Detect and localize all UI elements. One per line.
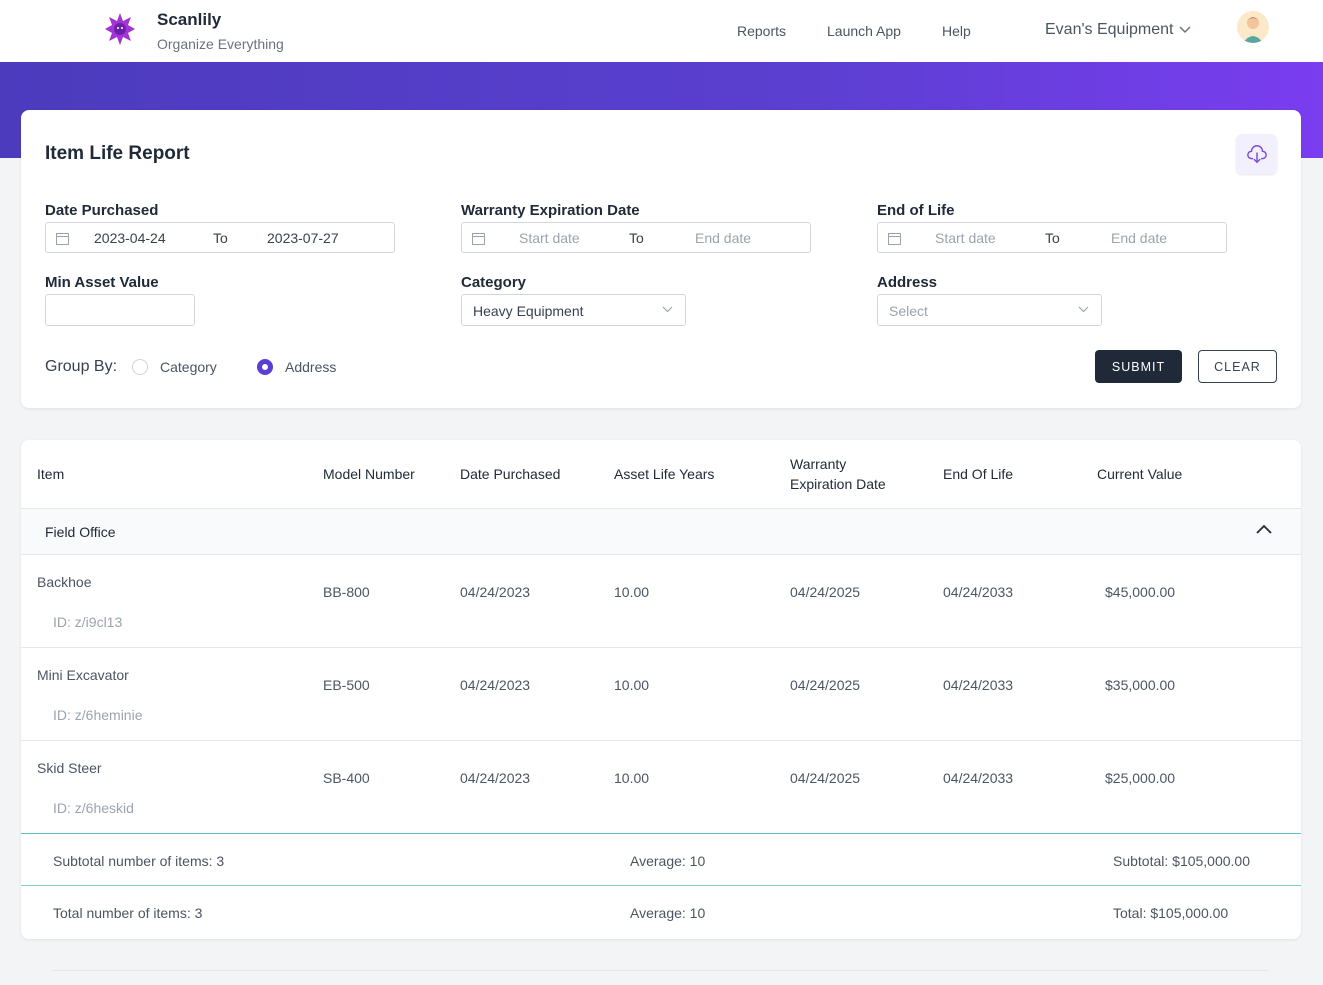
- scanlily-logo-icon[interactable]: [104, 12, 136, 46]
- warranty-date: 04/24/2025: [790, 584, 861, 600]
- brand-name[interactable]: Scanlily: [157, 10, 222, 29]
- user-avatar[interactable]: [1237, 11, 1269, 43]
- calendar-icon: [56, 233, 69, 245]
- warranty-end[interactable]: End date: [695, 230, 752, 246]
- column-header-current-value: Current Value: [1097, 466, 1183, 482]
- page-title: Item Life Report: [45, 143, 190, 164]
- org-selector[interactable]: Evan's Equipment: [1045, 21, 1191, 39]
- date-purchased-label: Date Purchased: [45, 202, 159, 219]
- top-navbar: Scanlily Organize Everything Reports Lau…: [0, 0, 1323, 62]
- warranty-date: 04/24/2025: [790, 677, 861, 693]
- category-label: Category: [461, 274, 527, 291]
- group-by-address-radio[interactable]: [257, 359, 273, 375]
- end-of-life-label: End of Life: [877, 202, 955, 219]
- submit-button[interactable]: SUBMIT: [1095, 350, 1182, 383]
- end-of-life-date: 04/24/2033: [943, 584, 1014, 600]
- warranty-label: Warranty Expiration Date: [461, 202, 640, 219]
- group-by-category-radio[interactable]: [132, 359, 148, 375]
- item-name[interactable]: Backhoe: [37, 574, 92, 590]
- org-name: Evan's Equipment: [1045, 21, 1174, 38]
- total-average: Average: 10: [630, 905, 706, 921]
- category-value: Heavy Equipment: [473, 303, 584, 319]
- subtotal-count: Subtotal number of items: 3: [53, 853, 225, 869]
- address-label: Address: [877, 274, 938, 291]
- item-name[interactable]: Mini Excavator: [37, 667, 129, 683]
- nav-reports[interactable]: Reports: [737, 23, 787, 39]
- date-purchased: 04/24/2023: [460, 677, 531, 693]
- table-row[interactable]: Backhoe ID: z/i9cl13 BB-800 04/24/2023 1…: [21, 555, 1301, 648]
- table-row[interactable]: Skid Steer ID: z/6heskid SB-400 04/24/20…: [21, 741, 1301, 834]
- address-placeholder: Select: [889, 303, 928, 319]
- brand-tagline: Organize Everything: [157, 36, 284, 52]
- column-header-asset-life: Asset Life Years: [614, 466, 715, 482]
- download-button[interactable]: [1236, 134, 1277, 174]
- asset-life-years: 10.00: [614, 770, 650, 786]
- end-of-life-end[interactable]: End date: [1111, 230, 1168, 246]
- item-id: ID: z/6heskid: [53, 800, 134, 816]
- end-of-life-date: 04/24/2033: [943, 770, 1014, 786]
- footer-divider: [52, 970, 1269, 971]
- group-by-address-label[interactable]: Address: [285, 359, 337, 375]
- chevron-down-icon: [1179, 26, 1191, 34]
- end-of-life-to: To: [1045, 230, 1060, 246]
- nav-launch-app[interactable]: Launch App: [827, 23, 901, 39]
- avatar-icon: [1243, 17, 1263, 43]
- current-value: $35,000.00: [1105, 677, 1176, 693]
- subtotal-value: Subtotal: $105,000.00: [1113, 853, 1251, 869]
- calendar-icon: [472, 233, 485, 245]
- total-value: Total: $105,000.00: [1113, 905, 1229, 921]
- date-purchased-to: To: [213, 230, 228, 246]
- item-id: ID: z/6heminie: [53, 707, 143, 723]
- current-value: $45,000.00: [1105, 584, 1176, 600]
- warranty-range[interactable]: Start date To End date: [461, 222, 811, 253]
- chevron-up-icon[interactable]: [1255, 523, 1273, 535]
- column-header-model: Model Number: [323, 466, 415, 482]
- current-value: $25,000.00: [1105, 770, 1176, 786]
- date-purchased: 04/24/2023: [460, 584, 531, 600]
- date-purchased-start[interactable]: 2023-04-24: [94, 230, 166, 246]
- model-number: BB-800: [323, 584, 370, 600]
- date-purchased: 04/24/2023: [460, 770, 531, 786]
- nav-help[interactable]: Help: [942, 23, 971, 39]
- clear-button[interactable]: CLEAR: [1198, 350, 1277, 383]
- column-header-date-purchased: Date Purchased: [460, 466, 561, 482]
- column-header-warranty: Warranty Expiration Date: [790, 456, 886, 492]
- min-asset-value-input[interactable]: [45, 294, 195, 326]
- group-by-category-label[interactable]: Category: [160, 359, 217, 375]
- total-row: Total number of items: 3 Average: 10 Tot…: [21, 886, 1301, 939]
- item-id: ID: z/i9cl13: [53, 614, 123, 630]
- subtotal-row: Subtotal number of items: 3 Average: 10 …: [21, 833, 1301, 886]
- table-row[interactable]: Mini Excavator ID: z/6heminie EB-500 04/…: [21, 648, 1301, 741]
- column-header-item: Item: [37, 466, 65, 482]
- item-name[interactable]: Skid Steer: [37, 760, 102, 776]
- group-row[interactable]: Field Office: [21, 508, 1301, 555]
- chevron-down-icon: [1078, 306, 1089, 313]
- asset-life-years: 10.00: [614, 677, 650, 693]
- cloud-download-icon: [1246, 145, 1267, 164]
- chevron-down-icon: [662, 306, 673, 313]
- calendar-icon: [888, 233, 901, 245]
- category-select[interactable]: Heavy Equipment: [461, 294, 686, 326]
- report-table: Item Model Number Date Purchased Asset L…: [21, 440, 1301, 939]
- min-asset-value-label: Min Asset Value: [45, 274, 159, 291]
- date-purchased-range[interactable]: 2023-04-24 To 2023-07-27: [45, 222, 395, 253]
- model-number: SB-400: [323, 770, 370, 786]
- warranty-date: 04/24/2025: [790, 770, 861, 786]
- end-of-life-range[interactable]: Start date To End date: [877, 222, 1227, 253]
- asset-life-years: 10.00: [614, 584, 650, 600]
- column-header-end-of-life: End Of Life: [943, 466, 1014, 482]
- report-filter-card: Item Life Report Date Purchased 2023-04-…: [21, 110, 1301, 408]
- total-count: Total number of items: 3: [53, 905, 203, 921]
- address-select[interactable]: Select: [877, 294, 1102, 326]
- end-of-life-start[interactable]: Start date: [935, 230, 996, 246]
- group-name: Field Office: [45, 524, 116, 540]
- warranty-start[interactable]: Start date: [519, 230, 580, 246]
- group-by-label: Group By:: [45, 358, 118, 375]
- subtotal-average: Average: 10: [630, 853, 706, 869]
- end-of-life-date: 04/24/2033: [943, 677, 1014, 693]
- warranty-to: To: [629, 230, 644, 246]
- date-purchased-end[interactable]: 2023-07-27: [267, 230, 339, 246]
- model-number: EB-500: [323, 677, 370, 693]
